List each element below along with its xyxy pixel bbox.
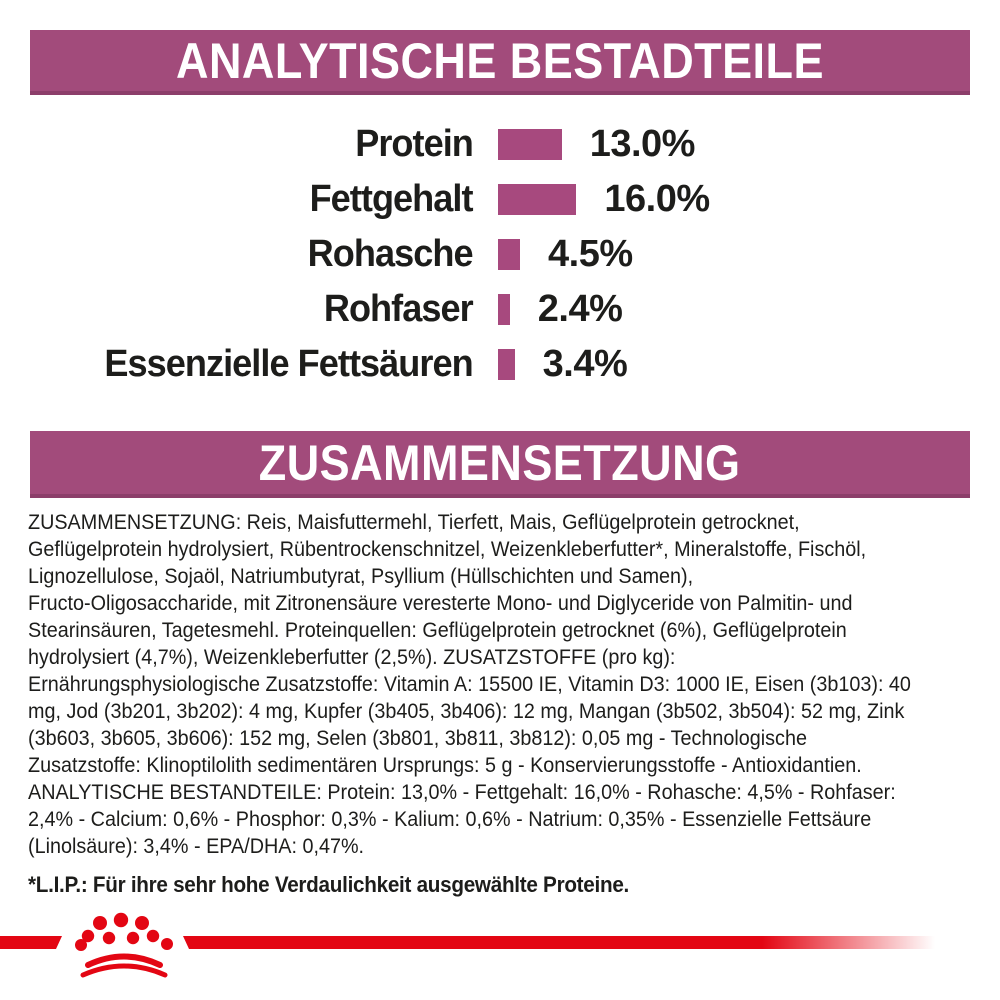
composition-line: ANALYTISCHE BESTANDTEILE: Protein: 13,0%…	[28, 780, 896, 804]
composition-text: ZUSAMMENSETZUNG: Reis, Maisfuttermehl, T…	[28, 509, 988, 860]
composition-banner: ZUSAMMENSETZUNG	[30, 431, 970, 498]
composition-line: Lignozellulose, Sojaöl, Natriumbutyrat, …	[28, 564, 694, 588]
chart-row-label: Rohfaser	[324, 288, 474, 330]
composition-line: hydrolysiert (4,7%), Weizenkleberfutter …	[28, 645, 676, 669]
composition-line: Stearinsäuren, Tagetesmehl. Proteinquell…	[28, 618, 847, 642]
chart-bar	[498, 239, 521, 270]
chart-bar	[498, 294, 510, 325]
composition-line: Ernährungsphysiologische Zusatzstoffe: V…	[28, 672, 911, 696]
composition-line: (3b603, 3b605, 3b606): 152 mg, Selen (3b…	[28, 726, 807, 750]
chart-bar	[498, 349, 515, 380]
chart-bar	[498, 184, 577, 215]
lip-footnote: *L.I.P.: Für ihre sehr hohe Verdaulichke…	[28, 872, 630, 897]
composition-line: (Linolsäure): 3,4% - EPA/DHA: 0,47%.	[28, 834, 365, 858]
composition-line: Fructo-Oligosaccharide, mit Zitronensäur…	[28, 591, 853, 615]
chart-value-label: 4.5%	[548, 233, 633, 275]
analytical-constituents-chart: Protein 13.0% Fettgehalt 16.0% Rohasche 4.5% R…	[0, 117, 1000, 392]
chart-value-label: 16.0%	[604, 178, 710, 220]
chart-row-label: Essenzielle Fettsäuren	[104, 343, 474, 385]
chart-value-label: 3.4%	[542, 343, 628, 385]
royal-canin-crown-icon	[75, 912, 173, 978]
chart-row: Protein 13.0%	[0, 117, 1000, 172]
chart-row: Essenzielle Fettsäuren 3.4%	[0, 337, 1000, 392]
analytical-banner-title: ANALYTISCHE BESTADTEILE	[176, 32, 824, 89]
chart-value-label: 2.4%	[537, 288, 623, 330]
chart-bar	[498, 129, 562, 160]
composition-banner-title: ZUSAMMENSETZUNG	[259, 434, 741, 491]
chart-row-label: Protein	[355, 123, 474, 165]
composition-line: mg, Jod (3b201, 3b202): 4 mg, Kupfer (3b…	[28, 699, 905, 723]
composition-line: Geflügelprotein hydrolysiert, Rübentrock…	[28, 537, 867, 561]
composition-line: 2,4% - Calcium: 0,6% - Phosphor: 0,3% - …	[28, 807, 872, 831]
composition-line: Zusatzstoffe: Klinoptilolith sedimentäre…	[28, 753, 862, 777]
chart-row: Rohasche 4.5%	[0, 227, 1000, 282]
chart-row: Fettgehalt 16.0%	[0, 172, 1000, 227]
composition-line: ZUSAMMENSETZUNG: Reis, Maisfuttermehl, T…	[28, 510, 800, 534]
chart-row: Rohfaser 2.4%	[0, 282, 1000, 337]
chart-value-label: 13.0%	[589, 123, 696, 165]
analytical-constituents-banner: ANALYTISCHE BESTADTEILE	[30, 30, 970, 95]
chart-row-label: Fettgehalt	[310, 178, 474, 220]
footer-band-right	[183, 936, 935, 949]
footer-band-left	[0, 936, 62, 949]
chart-row-label: Rohasche	[308, 233, 474, 275]
